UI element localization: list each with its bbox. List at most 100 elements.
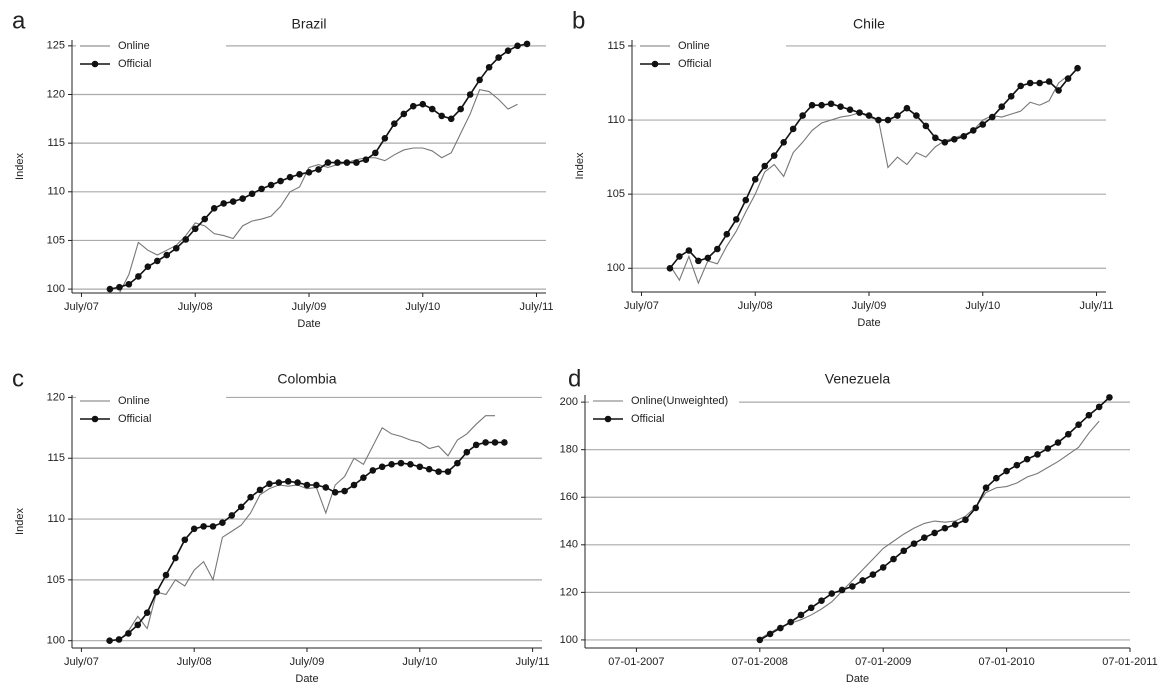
data-point (369, 467, 377, 474)
data-point (381, 134, 389, 142)
y-axis-label: Index (14, 153, 26, 180)
x-tick-label: July/07 (64, 656, 99, 668)
data-point (714, 245, 721, 253)
data-point (172, 244, 180, 252)
x-tick-label: July/07 (624, 300, 659, 312)
data-point (416, 463, 424, 471)
legend-label: Official (118, 58, 151, 70)
data-point (256, 486, 264, 494)
x-tick-label: July/07 (64, 301, 99, 313)
data-point (447, 115, 455, 123)
data-point (331, 489, 339, 496)
data-point (879, 564, 887, 571)
x-tick-label: July/08 (177, 656, 212, 668)
panel-letter: d (568, 365, 581, 392)
y-tick-label: 110 (47, 186, 65, 198)
data-point (1074, 64, 1081, 72)
data-point (789, 125, 797, 133)
data-point (922, 122, 930, 130)
legend-box (76, 393, 226, 431)
data-point (1045, 78, 1053, 85)
x-tick-label: July/11 (1079, 300, 1113, 312)
data-point (229, 198, 237, 205)
y-tick-label: 100 (607, 262, 625, 274)
data-point (787, 618, 794, 626)
data-point (695, 257, 702, 265)
data-point (1017, 82, 1024, 90)
data-point (258, 185, 265, 193)
series-line (759, 396, 1110, 641)
data-point (808, 101, 816, 109)
data-point (419, 100, 427, 108)
data-point (859, 577, 866, 584)
y-tick-label: 140 (560, 539, 578, 551)
data-point (777, 624, 784, 632)
data-point (979, 121, 987, 128)
data-point (162, 571, 170, 579)
chart-title: Colombia (277, 371, 336, 387)
data-point (1075, 421, 1082, 429)
data-point (135, 273, 142, 280)
data-point (210, 205, 218, 212)
data-point (391, 120, 398, 127)
data-point (190, 525, 198, 533)
data-point (341, 487, 348, 495)
data-point (1023, 455, 1031, 463)
y-tick-label: 125 (47, 40, 65, 52)
data-point (106, 637, 113, 645)
data-point (865, 112, 873, 119)
y-tick-label: 115 (607, 40, 625, 52)
panel-letter: b (572, 7, 585, 34)
data-point (397, 459, 405, 467)
legend-label: Online (118, 395, 150, 407)
data-point (913, 112, 920, 119)
y-tick-label: 180 (560, 444, 578, 456)
legend-label: Online (118, 40, 150, 52)
x-tick-label: July/09 (852, 300, 887, 312)
data-point (993, 474, 1000, 482)
data-point (932, 134, 939, 142)
data-point (799, 112, 806, 119)
data-point (491, 439, 499, 446)
y-tick-label: 120 (47, 88, 65, 100)
data-point (1065, 430, 1072, 438)
y-tick-label: 105 (47, 574, 65, 586)
data-point (334, 159, 341, 166)
data-point (921, 534, 928, 541)
data-point (676, 253, 683, 260)
legend-box (76, 38, 226, 76)
y-tick-label: 110 (607, 114, 625, 126)
legend-marker (604, 415, 612, 423)
data-point (220, 200, 227, 207)
y-tick-label: 120 (47, 391, 65, 403)
data-point (856, 109, 863, 116)
data-point (454, 459, 461, 467)
data-point (409, 102, 417, 110)
x-axis-label: Date (857, 317, 880, 329)
data-point (827, 100, 835, 108)
data-point (296, 170, 303, 178)
data-point (941, 524, 949, 532)
data-point (343, 159, 351, 166)
data-point (723, 230, 731, 238)
data-point (106, 285, 114, 293)
data-point (284, 478, 292, 485)
data-point (770, 152, 778, 159)
data-point (472, 441, 480, 449)
legend-marker (651, 60, 659, 68)
y-tick-label: 160 (560, 491, 578, 503)
data-point (353, 159, 360, 166)
data-point (428, 105, 436, 113)
data-point (1003, 467, 1010, 475)
data-point (1064, 75, 1072, 82)
data-point (181, 536, 189, 544)
chart-title: Chile (853, 16, 885, 32)
data-point (756, 636, 764, 644)
data-point (303, 481, 311, 489)
data-point (894, 112, 901, 119)
x-tick-label: July/10 (402, 656, 437, 668)
data-point (372, 149, 379, 157)
series-line (759, 420, 1100, 640)
data-point (191, 225, 199, 233)
